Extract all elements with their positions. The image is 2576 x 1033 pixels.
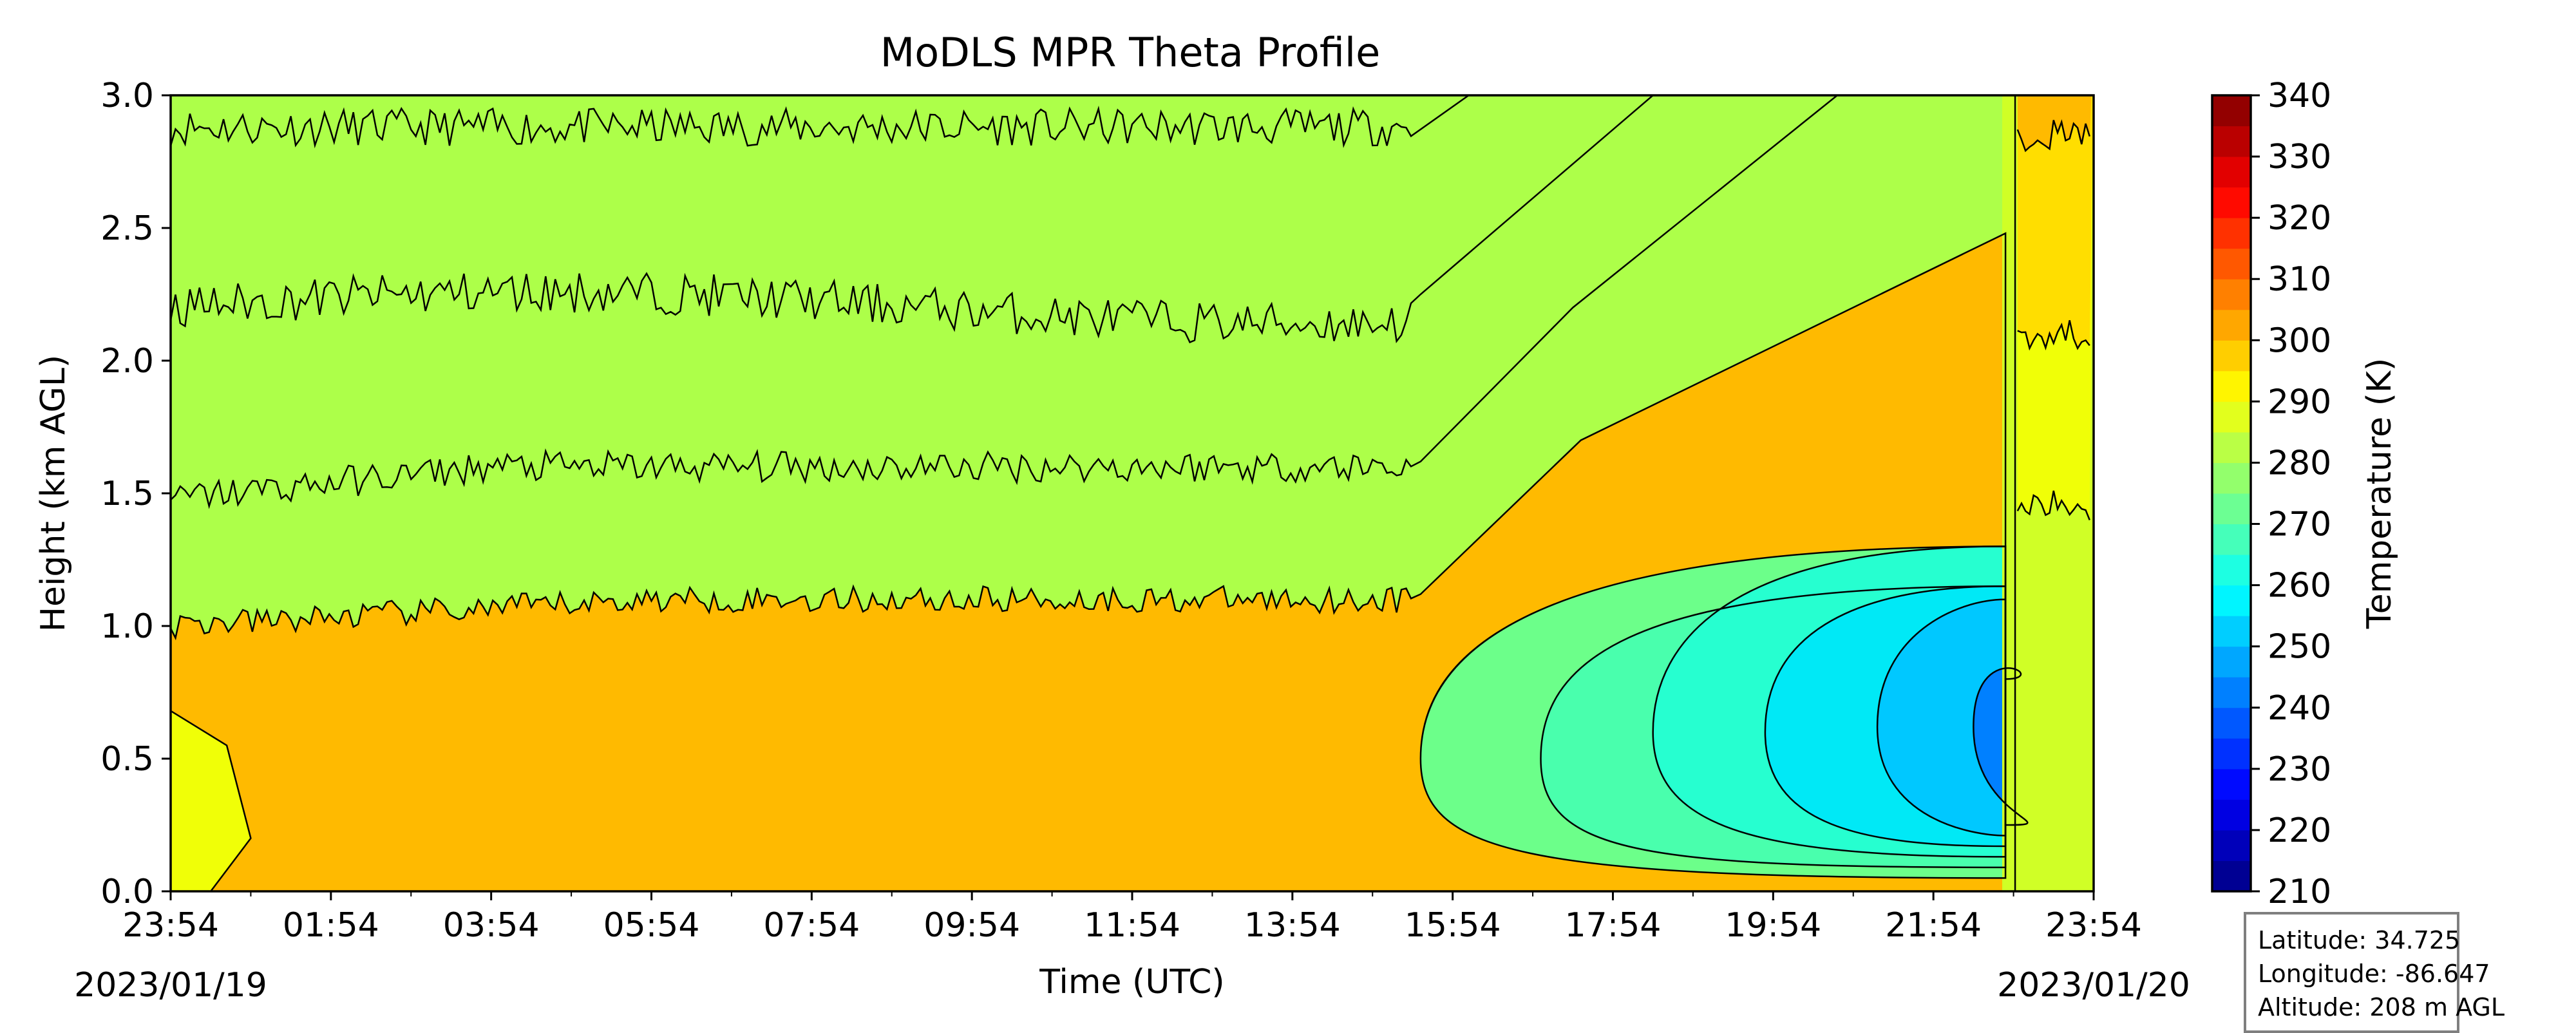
colorbar-tick-label: 320 — [2268, 199, 2331, 238]
y-tick-label: 2.5 — [100, 209, 154, 248]
x-tick-label: 07:54 — [763, 906, 860, 945]
altitude-text: Altitude: 208 m AGL — [2258, 993, 2505, 1021]
y-axis: 0.0 0.5 1.0 1.5 2.0 2.5 3.0 — [100, 77, 171, 911]
colorbar-tick-label: 260 — [2268, 567, 2331, 605]
x-tick-label: 01:54 — [283, 906, 379, 945]
colorbar-segment — [2212, 401, 2251, 433]
end-date-label: 2023/01/20 — [1997, 966, 2190, 1005]
colorbar-tick-label: 220 — [2268, 811, 2331, 850]
colorbar-segment — [2212, 707, 2251, 739]
contour-line — [2016, 119, 2090, 153]
contour-line — [171, 710, 252, 891]
contour-line — [1876, 598, 2007, 837]
x-tick-label: 15:54 — [1405, 906, 1501, 945]
contour-line — [1419, 545, 2007, 879]
chart-title: MoDLS MPR Theta Profile — [880, 29, 1381, 76]
colorbar-segment — [2212, 799, 2251, 831]
colorbar-segment — [2212, 340, 2251, 372]
colorbar-segment — [2212, 524, 2251, 555]
contour-line — [1764, 585, 2007, 848]
x-tick-label: 11:54 — [1084, 906, 1180, 945]
contour-line — [171, 95, 1470, 149]
band-early-yellow — [171, 710, 251, 891]
colorbar-tick-label: 290 — [2268, 383, 2331, 421]
contour-line — [1973, 667, 2029, 826]
x-axis: 23:54 01:54 03:54 05:54 07:54 09:54 11:54 13:54… — [122, 891, 2142, 945]
x-tick-label: 13:54 — [1244, 906, 1341, 945]
contour-line — [171, 95, 1838, 509]
colorbar-segment — [2212, 156, 2251, 188]
colorbar-segment — [2212, 616, 2251, 647]
plot-area — [171, 95, 2094, 891]
colorbar-segment — [2212, 738, 2251, 770]
x-tick-label: 21:54 — [1885, 906, 1982, 945]
latitude-text: Latitude: 34.725 — [2258, 926, 2461, 954]
colorbar-segment — [2212, 860, 2251, 892]
contour-line — [2017, 320, 2090, 351]
longitude-text: Longitude: -86.647 — [2258, 960, 2490, 988]
colorbar-tick-label: 240 — [2268, 689, 2331, 728]
x-tick-label: 05:54 — [603, 906, 700, 945]
x-axis-label: Time (UTC) — [1039, 963, 1224, 1001]
band-250-255 — [1877, 599, 2006, 836]
colorbar-tick-label: 330 — [2268, 138, 2331, 176]
colorbar-label: Temperature (K) — [2360, 358, 2399, 630]
right-strip-band-2 — [2017, 95, 2093, 348]
y-tick-label: 2.0 — [100, 342, 154, 381]
colorbar-tick-label: 310 — [2268, 260, 2331, 299]
colorbar-frame — [2211, 94, 2252, 893]
colorbar-segment — [2212, 309, 2251, 341]
x-tick-label: 09:54 — [923, 906, 1020, 945]
colorbar-tick-label: 250 — [2268, 628, 2331, 667]
x-tick-label: 23:54 — [122, 906, 219, 945]
band-275-280 — [171, 95, 2086, 638]
colorbar-tick-label: 270 — [2268, 506, 2331, 544]
y-tick-label: 1.0 — [100, 607, 154, 646]
colorbar-tick-label: 280 — [2268, 444, 2331, 482]
station-info-box: Latitude: 34.725 Longitude: -86.647 Alti… — [2244, 912, 2505, 1033]
x-tick-label: 17:54 — [1565, 906, 1662, 945]
contour-line — [2016, 490, 2090, 520]
colorbar-segment — [2212, 677, 2251, 708]
x-tick-label: 19:54 — [1725, 906, 1821, 945]
colorbar-segment — [2212, 126, 2251, 157]
y-tick-label: 0.0 — [100, 873, 154, 911]
colorbar-segment — [2212, 829, 2251, 861]
colorbar-segment — [2212, 646, 2251, 678]
x-tick-label: 03:54 — [443, 906, 540, 945]
colorbar-segment — [2212, 218, 2251, 249]
colorbar-segment — [2212, 248, 2251, 280]
contour-line — [1652, 545, 2007, 858]
colorbar-segment — [2212, 279, 2251, 310]
colorbar-tick-label: 210 — [2268, 873, 2331, 911]
colorbar-segment — [2212, 493, 2251, 525]
y-tick-label: 1.5 — [100, 475, 154, 513]
colorbar: 210 220 230 240 250 260 270 280 290 300 310 320 330 3… — [2211, 77, 2331, 911]
contour-lines — [171, 95, 2090, 891]
colorbar-segment — [2212, 370, 2251, 402]
colorbar-segment — [2212, 585, 2251, 616]
start-date-label: 2023/01/19 — [74, 966, 267, 1005]
colorbar-tick-label: 300 — [2268, 321, 2331, 360]
contour-line — [171, 232, 2007, 641]
y-axis-label: Height (km AGL) — [34, 355, 73, 632]
colorbar-tick-label: 230 — [2268, 750, 2331, 789]
colorbar-segment — [2212, 554, 2251, 586]
right-strip-band-3 — [2017, 95, 2092, 151]
colorbar-segment — [2212, 187, 2251, 218]
band-245-250 — [1973, 668, 2028, 825]
colorbar-segment — [2212, 431, 2251, 463]
y-tick-label: 0.5 — [100, 740, 154, 779]
y-tick-label: 3.0 — [100, 77, 154, 115]
colorbar-segment — [2212, 95, 2251, 127]
colorbar-segment — [2212, 768, 2251, 800]
colorbar-segment — [2212, 462, 2251, 494]
contour-line — [171, 95, 1654, 344]
colorbar-tick-label: 340 — [2268, 77, 2331, 115]
x-tick-label: 23:54 — [2045, 906, 2142, 945]
